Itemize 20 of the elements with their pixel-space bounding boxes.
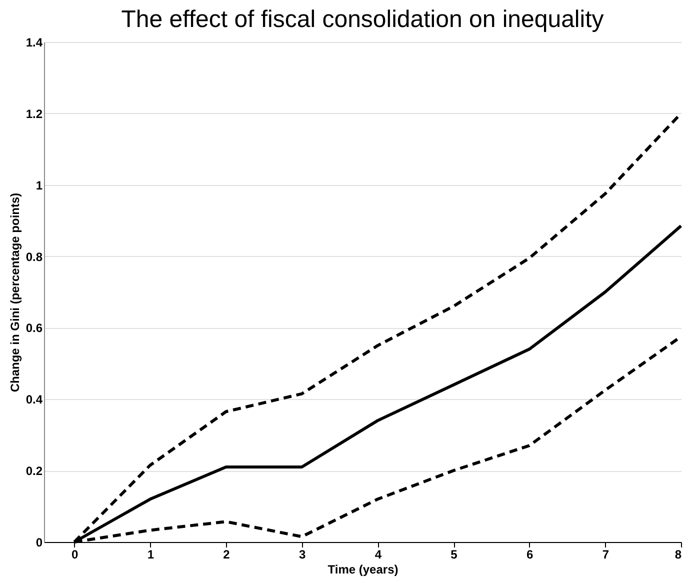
y-axis-title: Change in Gini (percentage points) (8, 192, 22, 392)
x-tick-label: 4 (374, 548, 382, 562)
y-tick-label: 0.8 (26, 250, 43, 264)
x-tick-label: 8 (674, 548, 682, 562)
chart-title: The effect of fiscal consolidation on inequality (121, 6, 604, 33)
y-tick-label: 0.6 (26, 321, 43, 336)
x-tick-label: 1 (147, 548, 154, 562)
y-tick-label: 1.2 (26, 106, 43, 121)
x-tick-label: 7 (602, 548, 610, 562)
x-axis-title: Time (years) (328, 562, 398, 576)
y-tick-label: 0.4 (26, 392, 43, 407)
x-tick-label: 0 (71, 548, 78, 562)
x-tick-label: 5 (450, 548, 458, 562)
y-tick-label: 0 (36, 536, 43, 550)
x-tick-label: 6 (526, 548, 534, 562)
y-tick-label: 1 (36, 178, 43, 192)
x-tick-label: 2 (223, 548, 230, 562)
y-tick-label: 0.2 (26, 464, 43, 478)
x-tick-label: 3 (298, 548, 306, 562)
y-tick-label: 1.4 (26, 36, 43, 50)
